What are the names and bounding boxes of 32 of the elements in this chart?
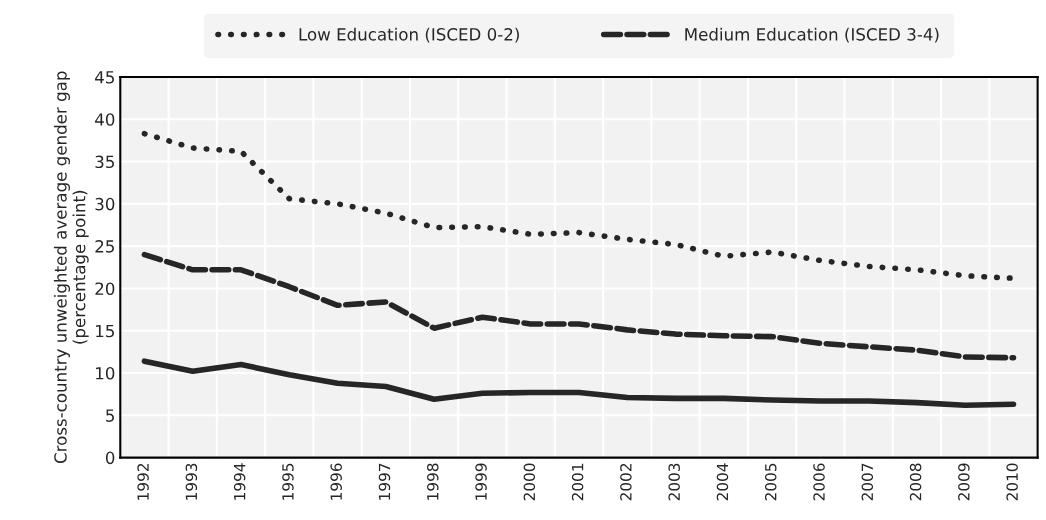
y-tick-label: 5	[106, 409, 114, 422]
x-tick-label: 2008	[909, 463, 922, 501]
y-tick-label: 15	[96, 324, 114, 338]
x-tick-label: 2002	[620, 463, 632, 501]
legend-label: Low Education (ISCED 0-2)	[299, 27, 519, 43]
x-tick-label: 2000	[523, 463, 536, 501]
x-tick-label: 2001	[571, 463, 584, 501]
y-tick-label: 0	[105, 451, 115, 465]
x-tick-label: 2007	[861, 463, 874, 501]
x-tick-label: 1995	[282, 463, 294, 500]
y-tick-label: 20	[95, 282, 115, 295]
y-tick-label: 45	[95, 71, 114, 84]
x-tick-label: 2005	[764, 463, 777, 501]
x-tick-label: 2009	[958, 463, 970, 501]
y-tick-label: 35	[95, 155, 114, 169]
x-tick-label: 1996	[330, 463, 342, 500]
y-tick-label: 10	[96, 366, 115, 380]
x-tick-label: 1993	[185, 463, 198, 500]
x-tick-label: 1999	[475, 463, 487, 500]
x-tick-label: 2004	[716, 463, 729, 501]
legend-label: Medium Education (ISCED 3-4)	[685, 27, 939, 43]
y-axis-title: Cross-country unweighted average gender gap (percentage point)	[53, 71, 89, 464]
x-tick-label: 1998	[426, 463, 439, 500]
y-tick-label: 40	[95, 113, 115, 126]
x-tick-label: 1992	[137, 463, 149, 500]
x-tick-label: 2003	[668, 463, 680, 501]
x-tick-label: 1997	[378, 463, 391, 500]
x-tick-label: 1994	[233, 463, 246, 500]
y-tick-label: 30	[95, 197, 115, 211]
x-tick-label: 2006	[813, 463, 825, 501]
x-tick-label: 2010	[1006, 463, 1018, 501]
y-tick-label: 25	[95, 240, 114, 253]
